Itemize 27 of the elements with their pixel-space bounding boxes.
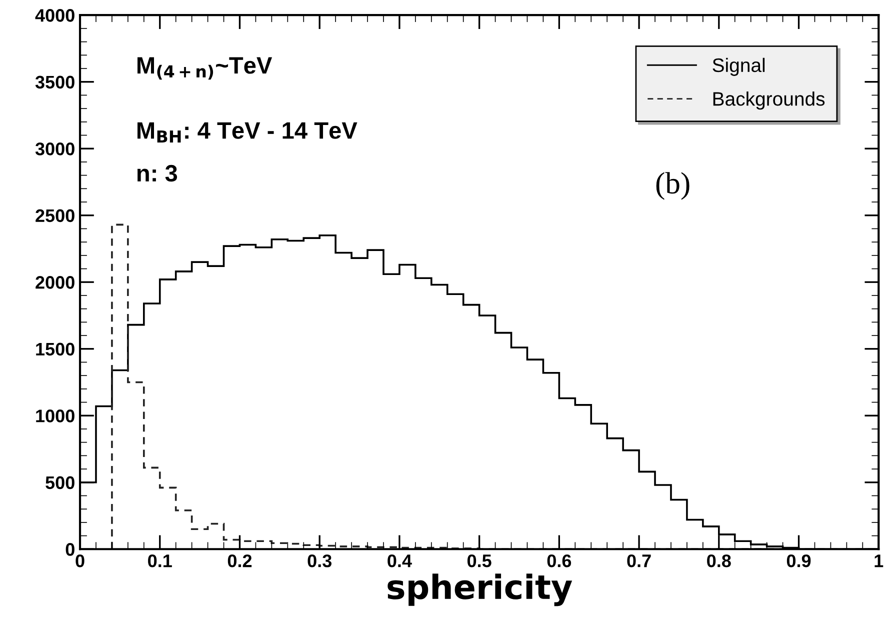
x-tick-label: 0.8 (707, 554, 731, 568)
x-tick-label: 0.9 (786, 554, 811, 568)
y-tick-label: 2500 (36, 209, 74, 222)
x-tick-label: 0 (76, 554, 84, 568)
y-tick-label: 1500 (36, 342, 74, 356)
annotation: n: 3 (137, 164, 178, 182)
y-tick-label: 3500 (35, 76, 74, 89)
y-tick-label: 4000 (35, 9, 74, 22)
y-tick-label: 3000 (35, 142, 74, 156)
y-tick-label: 500 (46, 476, 74, 490)
x-tick-label: 0.4 (388, 554, 412, 568)
y-tick-label: 1000 (36, 410, 74, 422)
y-tick-label: 2000 (36, 276, 74, 289)
x-tick-label: 0.7 (627, 554, 651, 568)
annotation: M$_{(4+n)}$~TeV (137, 57, 272, 80)
legend-label: Signal (712, 58, 765, 76)
x-axis-title: sphericity (388, 574, 572, 606)
x-tick-label: 0.1 (148, 554, 172, 568)
annotation: (b) (656, 172, 690, 200)
x-tick-label: 0.3 (308, 554, 332, 568)
x-tick-label: 1 (874, 554, 884, 568)
y-tick-label: 0 (66, 543, 74, 556)
x-tick-label: 0.2 (228, 554, 252, 568)
x-tick-label: 0.6 (547, 554, 572, 568)
annotation: M$_{BH}$: 4 TeV - 14 TeV (137, 122, 358, 143)
x-tick-label: 0.5 (467, 554, 492, 568)
legend-label: Backgrounds (713, 92, 825, 110)
